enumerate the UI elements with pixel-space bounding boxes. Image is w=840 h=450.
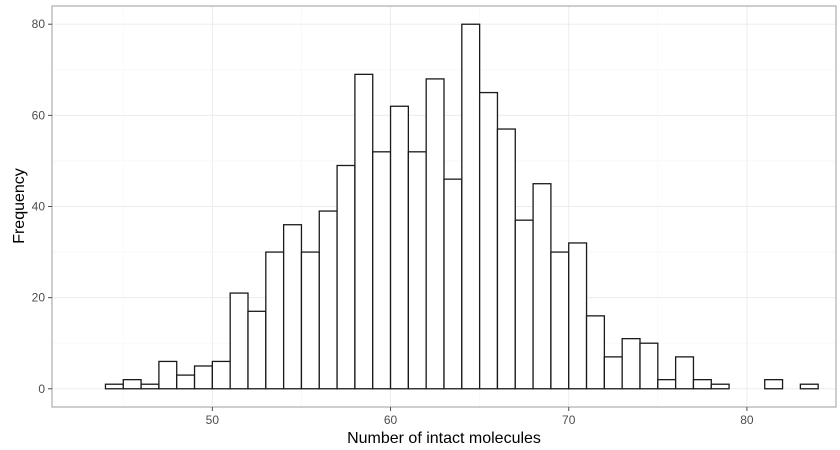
histogram-bar	[354, 73, 374, 390]
histogram-bar	[193, 365, 214, 390]
histogram-bar	[674, 356, 695, 390]
histogram-bar	[443, 178, 463, 390]
y-tick-label: 40	[32, 200, 46, 214]
y-tick-label: 80	[32, 17, 46, 31]
x-tick-label: 70	[562, 413, 576, 427]
histogram-bar	[532, 183, 552, 390]
histogram-bar	[514, 219, 534, 390]
histogram-bar	[764, 379, 784, 390]
x-axis-ticks: 50 60 70 80	[206, 407, 754, 427]
histogram-bar	[282, 224, 303, 390]
histogram-bar	[140, 383, 160, 390]
histogram-bar	[461, 23, 481, 390]
histogram-bar	[336, 164, 356, 390]
histogram-bar	[639, 342, 659, 390]
histogram-bar	[318, 210, 338, 390]
histogram-bar	[104, 383, 124, 390]
x-tick-label: 60	[384, 413, 398, 427]
histogram-bar	[176, 374, 196, 390]
histogram-bar	[710, 383, 730, 390]
histogram-bar	[122, 379, 142, 390]
x-tick-label: 50	[206, 413, 220, 427]
histogram-bar	[657, 379, 677, 390]
histogram-bar	[550, 251, 570, 390]
histogram-bars	[104, 23, 819, 390]
histogram-bar	[158, 360, 178, 390]
histogram-bar	[229, 292, 249, 390]
y-axis-title: Frequency	[11, 168, 28, 244]
histogram-bar	[568, 242, 588, 390]
histogram-bar	[407, 151, 427, 390]
histogram-bar	[799, 383, 819, 390]
histogram-bar	[211, 360, 231, 390]
y-tick-label: 20	[32, 291, 46, 305]
histogram-bar	[372, 151, 392, 390]
x-axis-title: Number of intact molecules	[347, 430, 541, 447]
histogram-bar	[300, 251, 320, 390]
y-axis-ticks: 0 20 40 60 80	[32, 17, 52, 396]
histogram-bar	[496, 128, 516, 390]
histogram-bar	[247, 310, 267, 390]
histogram-bar	[478, 91, 499, 390]
histogram-bar	[692, 379, 712, 390]
y-tick-label: 0	[38, 382, 45, 396]
histogram-bar	[621, 337, 641, 390]
histogram-bar	[603, 356, 623, 390]
x-tick-label: 80	[740, 413, 754, 427]
histogram-bar	[425, 78, 445, 390]
histogram-bar	[389, 105, 410, 390]
histogram-bar	[585, 315, 606, 390]
histogram-bar	[265, 251, 285, 390]
y-tick-label: 60	[32, 108, 46, 122]
